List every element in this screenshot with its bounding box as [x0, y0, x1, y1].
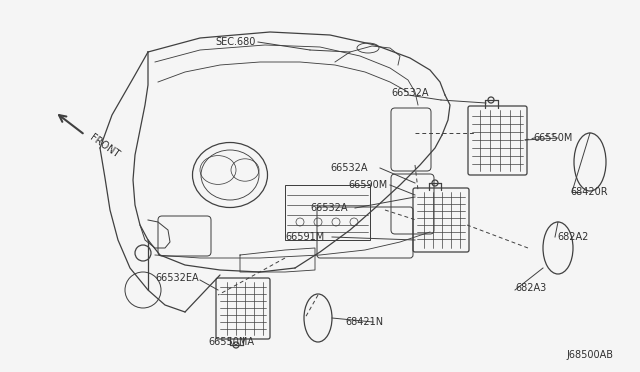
Text: 66591M: 66591M — [285, 232, 324, 242]
Text: 68421N: 68421N — [345, 317, 383, 327]
Text: 66532A: 66532A — [391, 88, 429, 98]
Text: 66532A: 66532A — [310, 203, 348, 213]
Text: J68500AB: J68500AB — [566, 350, 613, 360]
Text: 68420R: 68420R — [570, 187, 607, 197]
Text: 66590M: 66590M — [348, 180, 387, 190]
Text: SEC.680: SEC.680 — [215, 37, 255, 47]
Text: 682A3: 682A3 — [515, 283, 547, 293]
Bar — [285, 185, 370, 240]
Text: 682A2: 682A2 — [557, 232, 588, 242]
Text: 66550MA: 66550MA — [208, 337, 254, 347]
Text: FRONT: FRONT — [88, 132, 121, 159]
Text: 66532A: 66532A — [330, 163, 367, 173]
Text: 66550M: 66550M — [533, 133, 572, 143]
Text: 66532EA: 66532EA — [155, 273, 198, 283]
